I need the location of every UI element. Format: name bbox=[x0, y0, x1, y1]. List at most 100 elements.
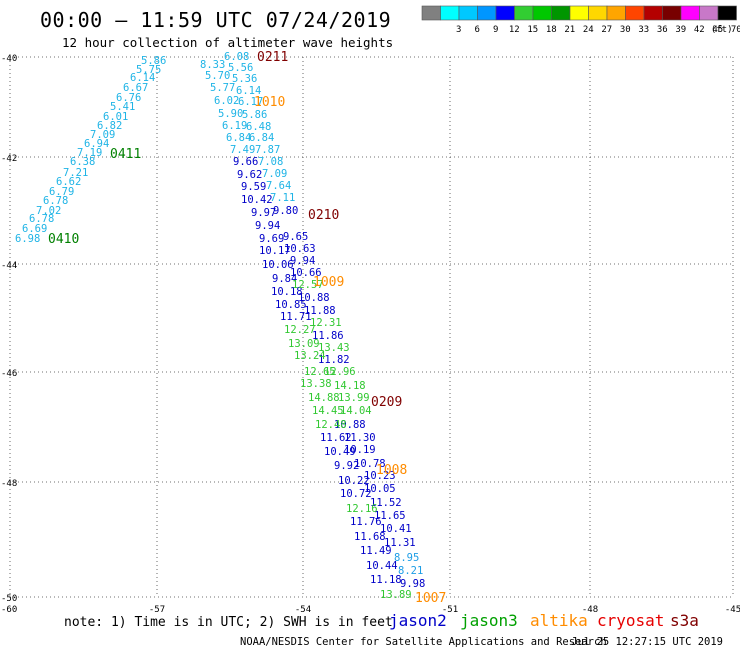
wave-height-value: 10.05 bbox=[364, 483, 396, 495]
wave-height-value: 12.57 bbox=[292, 279, 324, 291]
wave-height-value: 9.94 bbox=[290, 255, 315, 267]
wave-height-value: 6.14 bbox=[130, 72, 155, 84]
color-scale-tick-label: 3 bbox=[456, 25, 461, 35]
longitude-tick-label: -57 bbox=[149, 605, 165, 615]
satellite-legend-altika: altika bbox=[530, 611, 588, 630]
satellite-legend-s3a: s3a bbox=[670, 611, 699, 630]
latitude-tick-label: -50 bbox=[1, 594, 17, 604]
wave-height-value: 5.77 bbox=[210, 82, 235, 94]
wave-height-value: 8.21 bbox=[398, 565, 423, 577]
wave-height-value: 5.41 bbox=[110, 101, 135, 113]
wave-height-value: 14.04 bbox=[340, 405, 372, 417]
wave-height-value: 14.45 bbox=[312, 405, 344, 417]
wave-height-value: 10.66 bbox=[290, 267, 322, 279]
longitude-tick-label: -54 bbox=[295, 605, 311, 615]
wave-height-value: 7.21 bbox=[63, 167, 88, 179]
wave-height-value: 5.86 bbox=[242, 109, 267, 121]
corner-tick-label: -60 bbox=[1, 605, 17, 615]
wave-height-value: 11.30 bbox=[344, 432, 376, 444]
wave-height-value: 9.97 bbox=[251, 207, 276, 219]
wave-height-value: 6.62 bbox=[56, 176, 81, 188]
wave-height-value: 5.75 bbox=[136, 64, 161, 76]
wave-height-value: 6.84 bbox=[249, 132, 274, 144]
wave-height-value: 13.24 bbox=[294, 350, 326, 362]
wave-height-value: 6.79 bbox=[49, 186, 74, 198]
wave-height-value: 11.49 bbox=[360, 545, 392, 557]
wave-height-value: 10.63 bbox=[284, 243, 316, 255]
wave-height-value: 11.52 bbox=[370, 497, 402, 509]
pass-time-label: 1010 bbox=[254, 95, 285, 110]
wave-height-value: 6.98 bbox=[15, 233, 40, 245]
wave-height-value: 10.85 bbox=[275, 299, 307, 311]
wave-height-value: 6.08 bbox=[224, 51, 249, 63]
satellite-legend-cryosat: cryosat bbox=[597, 611, 664, 630]
wave-height-value: 6.67 bbox=[123, 82, 148, 94]
wave-height-value: 11.82 bbox=[318, 354, 350, 366]
color-scale-tick-label: 39 bbox=[675, 25, 686, 35]
wave-height-value: 8.33 bbox=[200, 59, 225, 71]
wave-height-value: 9.94 bbox=[255, 220, 280, 232]
wave-height-value: 11.86 bbox=[312, 330, 344, 342]
wave-height-value: 12.31 bbox=[310, 317, 342, 329]
wave-height-value: 6.82 bbox=[97, 120, 122, 132]
wave-height-value: 10.23 bbox=[364, 470, 396, 482]
wave-height-value: 14.18 bbox=[334, 380, 366, 392]
wave-height-value: 10.44 bbox=[366, 560, 398, 572]
wave-height-value: 12.27 bbox=[284, 324, 316, 336]
wave-height-value: 6.14 bbox=[236, 85, 261, 97]
wave-height-value: 7.08 bbox=[258, 156, 283, 168]
pass-time-label: 0210 bbox=[308, 208, 339, 223]
wave-height-value: 10.41 bbox=[380, 523, 412, 535]
wave-height-value: 14.88 bbox=[308, 392, 340, 404]
wave-height-value: 6.01 bbox=[103, 111, 128, 123]
wave-height-value: 13.89 bbox=[380, 589, 412, 601]
wave-height-value: 11.65 bbox=[374, 510, 406, 522]
color-scale-tick-label: 21 bbox=[564, 25, 575, 35]
wave-height-value: 9.84 bbox=[272, 273, 297, 285]
color-scale-tick-label: 12 bbox=[509, 25, 520, 35]
latitude-tick-label: -40 bbox=[1, 54, 17, 64]
wave-height-value: 10.78 bbox=[354, 458, 386, 470]
wave-height-value: 7.49 bbox=[230, 144, 255, 156]
wave-height-value: 9.59 bbox=[241, 181, 266, 193]
wave-height-value: 13.43 bbox=[318, 342, 350, 354]
latitude-tick-label: -44 bbox=[1, 261, 17, 271]
wave-height-value: 5.86 bbox=[141, 55, 166, 67]
wave-height-value: 10.72 bbox=[340, 488, 372, 500]
pass-time-label: 0410 bbox=[48, 232, 79, 247]
wave-height-value: 7.09 bbox=[262, 168, 287, 180]
wave-height-value: 6.78 bbox=[43, 195, 68, 207]
wave-height-value: 9.98 bbox=[400, 578, 425, 590]
latitude-tick-label: -46 bbox=[1, 369, 17, 379]
color-scale-tick-label: 70 bbox=[731, 25, 740, 35]
wave-height-value: 12.96 bbox=[324, 366, 356, 378]
color-scale-tick-label: 36 bbox=[657, 25, 668, 35]
wave-height-value: 13.09 bbox=[288, 338, 320, 350]
wave-height-value: 10.18 bbox=[271, 286, 303, 298]
wave-height-value: 6.69 bbox=[22, 223, 47, 235]
color-scale-tick-label: 33 bbox=[638, 25, 649, 35]
wave-height-value: 10.22 bbox=[338, 475, 370, 487]
wave-height-value: 7.19 bbox=[77, 147, 102, 159]
page-title: 00:00 – 11:59 UTC 07/24/2019 bbox=[40, 8, 392, 32]
footer-credit: NOAA/NESDIS Center for Satellite Applica… bbox=[240, 636, 607, 648]
wave-height-value: 10.17 bbox=[259, 245, 291, 257]
wave-height-value: 9.80 bbox=[273, 205, 298, 217]
wave-height-value: 5.56 bbox=[228, 62, 253, 74]
wave-height-value: 10.49 bbox=[324, 446, 356, 458]
wave-height-value: 10.06 bbox=[262, 259, 294, 271]
wave-height-value: 7.64 bbox=[266, 180, 291, 192]
wave-height-value: 12.65 bbox=[304, 366, 336, 378]
wave-height-value: 6.02 bbox=[214, 95, 239, 107]
color-scale-tick-label: 30 bbox=[620, 25, 631, 35]
pass-time-label: 0211 bbox=[257, 50, 288, 65]
wave-height-value: 11.88 bbox=[304, 305, 336, 317]
wave-height-value: 10.19 bbox=[344, 444, 376, 456]
color-scale-tick-label: 18 bbox=[546, 25, 557, 35]
wave-height-value: 6.94 bbox=[84, 138, 109, 150]
color-scale-tick-label: 6 bbox=[475, 25, 480, 35]
longitude-tick-label: -51 bbox=[442, 605, 458, 615]
latitude-tick-label: -48 bbox=[1, 479, 17, 489]
wave-height-value: 10.42 bbox=[241, 194, 273, 206]
color-scale-tick-label: 27 bbox=[601, 25, 612, 35]
